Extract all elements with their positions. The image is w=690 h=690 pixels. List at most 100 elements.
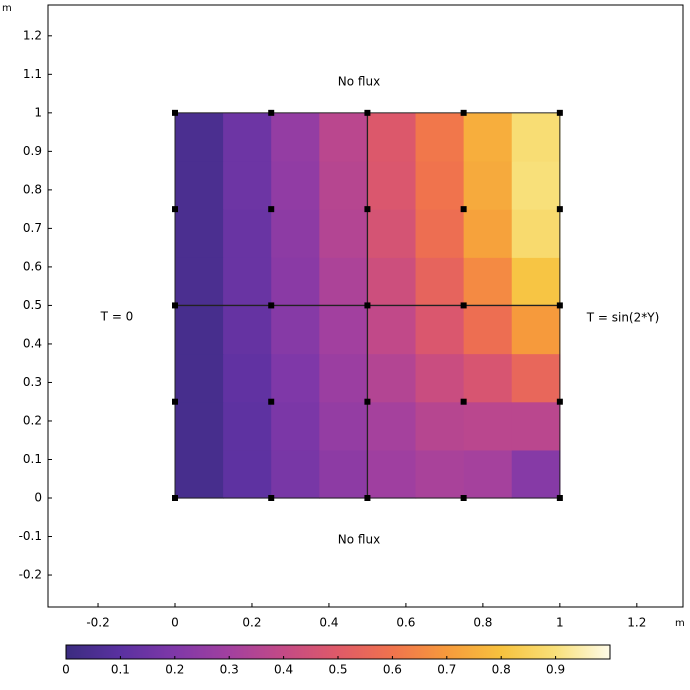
field-cell — [223, 353, 272, 403]
field-cell — [367, 449, 417, 499]
y-tick-label: 0.9 — [23, 144, 42, 158]
mesh-node — [268, 398, 275, 405]
field-cell — [223, 449, 272, 499]
field-cell — [367, 353, 417, 403]
mesh-node — [172, 302, 178, 309]
field-cell — [223, 257, 272, 307]
mesh-node — [364, 495, 371, 502]
mesh-node — [364, 206, 371, 213]
field-cell — [175, 353, 224, 403]
field-cell — [223, 112, 272, 162]
field-cell — [175, 257, 224, 307]
mesh-node — [172, 398, 178, 405]
field-cell — [271, 209, 320, 258]
y-tick-label: 1 — [34, 105, 42, 119]
field-cell — [511, 305, 561, 355]
mesh-node — [364, 302, 371, 309]
colorbar-tick-label: 0.7 — [437, 663, 456, 677]
y-tick-label: 1.2 — [23, 28, 42, 42]
field-cell — [415, 112, 465, 162]
mesh-node — [364, 109, 371, 116]
field-cell — [511, 401, 561, 451]
field-cell — [175, 305, 224, 355]
y-tick-label: 0.8 — [23, 182, 42, 196]
field-cell — [463, 209, 513, 258]
mesh-node — [172, 109, 178, 116]
x-tick-label: 1.2 — [627, 616, 646, 630]
x-tick-label: 0 — [171, 616, 179, 630]
colorbar-tick-label: 0.3 — [220, 663, 239, 677]
field-cell — [367, 401, 417, 451]
colorbar-tick-label: 0.6 — [383, 663, 402, 677]
field-cell — [463, 257, 513, 307]
field-cell — [415, 257, 465, 307]
x-tick-label: 0.2 — [242, 616, 261, 630]
mesh-node — [460, 206, 467, 213]
field-cell — [319, 160, 369, 210]
mesh-node — [460, 495, 467, 502]
field-cell — [511, 353, 561, 403]
mesh-node — [268, 206, 275, 213]
field-cell — [415, 353, 465, 403]
field-cell — [511, 449, 561, 499]
field-cell — [319, 112, 369, 162]
x-unit: m — [675, 618, 685, 629]
mesh-node — [556, 109, 563, 116]
field-cell — [511, 257, 561, 307]
field-cell — [175, 112, 224, 162]
field-cell — [415, 305, 465, 355]
y-unit: m — [2, 3, 12, 14]
field-cell — [415, 401, 465, 451]
field-cell — [271, 160, 320, 210]
field-cell — [415, 449, 465, 499]
mesh-node — [556, 302, 563, 309]
x-tick-label: 0.6 — [396, 616, 415, 630]
field-cell — [367, 112, 417, 162]
plot-frame — [47, 4, 684, 608]
colorbar-tick-label: 0 — [62, 663, 70, 677]
field-cell — [463, 305, 513, 355]
field-cell — [271, 401, 320, 451]
field-cell — [223, 305, 272, 355]
mesh-node — [460, 302, 467, 309]
mesh-node — [460, 398, 467, 405]
field-cell — [415, 209, 465, 258]
mesh-node — [556, 495, 563, 502]
field-cell — [511, 112, 561, 162]
x-tick-label: 0.4 — [319, 616, 338, 630]
field-cell — [463, 353, 513, 403]
mesh-node — [460, 109, 467, 116]
field-cell — [223, 209, 272, 258]
field-cell — [319, 353, 369, 403]
field-cell — [511, 160, 561, 210]
field-cell — [367, 160, 417, 210]
field-cell — [319, 401, 369, 451]
field-cell — [463, 112, 513, 162]
field-cell — [271, 112, 320, 162]
field-cell — [367, 257, 417, 307]
field-cell — [175, 449, 224, 499]
field-cell — [271, 257, 320, 307]
y-tick-label: 0.1 — [23, 452, 42, 466]
field-cell — [463, 160, 513, 210]
field-cell — [175, 209, 224, 258]
field-cell — [367, 305, 417, 355]
field-cell — [511, 209, 561, 258]
colorbar-tick-label: 0.4 — [274, 663, 293, 677]
mesh-node — [556, 398, 563, 405]
field-cell — [319, 209, 369, 258]
mesh-node — [268, 495, 275, 502]
y-tick-label: -0.1 — [19, 529, 42, 543]
x-tick-label: 0.8 — [473, 616, 492, 630]
field-cell — [319, 305, 369, 355]
mesh-node — [364, 398, 371, 405]
colorbar-tick-label: 0.5 — [328, 663, 347, 677]
boundary-label: No flux — [338, 533, 380, 547]
field-cell — [175, 160, 224, 210]
y-tick-label: -0.2 — [19, 568, 42, 582]
field-cell — [319, 257, 369, 307]
y-tick-label: 0.6 — [23, 259, 42, 273]
y-tick-label: 0.3 — [23, 375, 42, 389]
field-cell — [271, 305, 320, 355]
